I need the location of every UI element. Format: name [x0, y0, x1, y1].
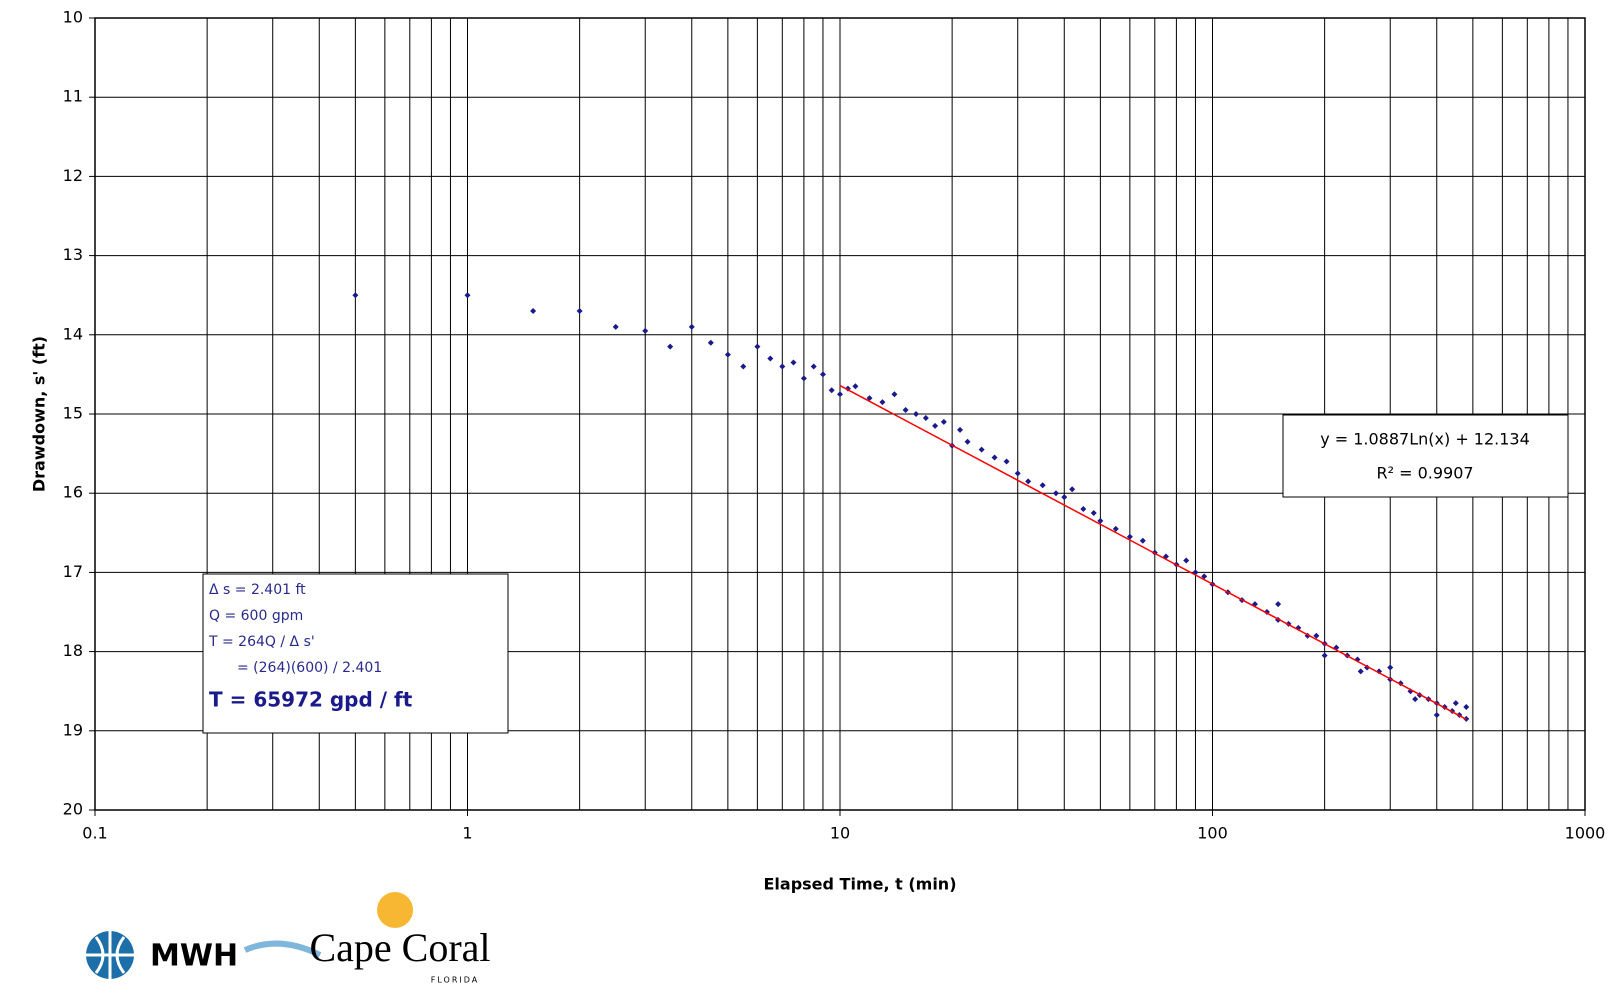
data-point: [1357, 668, 1364, 675]
y-tick-label: 12: [63, 166, 83, 185]
cape-coral-logo: Cape Coral FLORIDA: [309, 892, 491, 985]
data-point: [1112, 525, 1119, 532]
data-point: [913, 411, 920, 417]
equation-text: R² = 0.9907: [1376, 464, 1473, 483]
x-tick-label: 10: [830, 824, 850, 843]
data-point: [1052, 490, 1059, 497]
y-tick-label: 13: [63, 245, 83, 264]
data-point: [819, 371, 826, 378]
calc-text: Δ s = 2.401 ft: [209, 582, 306, 598]
data-point: [1069, 486, 1076, 493]
data-point: [724, 351, 731, 358]
x-tick-label: 1: [462, 824, 472, 843]
data-point: [957, 426, 964, 433]
data-point: [576, 308, 583, 315]
data-point: [740, 363, 747, 370]
y-tick-label: 18: [63, 641, 83, 660]
trendline: [839, 384, 1467, 720]
data-point: [352, 292, 359, 299]
data-point: [464, 292, 471, 299]
data-point: [828, 387, 835, 394]
data-point: [1139, 537, 1146, 544]
data-point: [1412, 696, 1419, 703]
logo-subtext: FLORIDA: [431, 976, 479, 985]
data-point: [642, 327, 649, 334]
data-point: [754, 343, 761, 350]
calc-text: Q = 600 gpm: [209, 608, 303, 624]
data-point: [891, 391, 898, 398]
data-point: [1025, 478, 1032, 485]
data-point: [810, 363, 817, 370]
data-point: [530, 308, 537, 315]
y-axis-label: Drawdown, s' (ft): [30, 336, 49, 492]
y-tick-label: 16: [63, 483, 83, 502]
y-tick-label: 14: [63, 324, 83, 343]
data-point: [1452, 700, 1459, 707]
data-point: [1080, 506, 1087, 513]
data-point: [1321, 652, 1328, 659]
data-point: [1014, 470, 1021, 477]
data-point: [1463, 704, 1470, 711]
logo-text: Cape Coral: [309, 925, 490, 970]
data-point: [1433, 711, 1440, 718]
data-point: [1126, 533, 1133, 540]
data-point: [1387, 664, 1394, 671]
x-tick-label: 0.1: [82, 824, 107, 843]
data-point: [1039, 482, 1046, 489]
data-point: [667, 343, 674, 350]
data-point: [1313, 632, 1320, 639]
logo-text: MWH: [150, 939, 238, 974]
data-point: [688, 323, 695, 330]
data-point: [932, 422, 939, 429]
data-point: [1275, 601, 1282, 608]
data-point: [991, 454, 998, 461]
logo-globe-lines: [86, 931, 134, 979]
y-tick-label: 11: [63, 87, 83, 106]
data-point: [964, 438, 971, 445]
y-tick-label: 15: [63, 404, 83, 423]
x-tick-label: 1000: [1565, 824, 1606, 843]
data-point: [790, 359, 797, 366]
y-tick-label: 20: [63, 800, 83, 819]
data-point: [1003, 458, 1010, 465]
data-point: [852, 383, 859, 390]
y-tick-label: 10: [63, 8, 83, 27]
logo-swoosh: [243, 940, 322, 958]
data-point: [902, 407, 909, 414]
equation-box: [1282, 414, 1569, 498]
data-point: [1061, 494, 1068, 501]
x-tick-label: 100: [1197, 824, 1228, 843]
mwh-logo: MWH: [86, 931, 322, 979]
logo-sun: [377, 892, 413, 928]
x-axis-label: Elapsed Time, t (min): [763, 875, 956, 894]
data-point: [612, 323, 619, 330]
data-point: [879, 399, 886, 406]
calc-box: [202, 573, 509, 734]
y-tick-label: 19: [63, 720, 83, 739]
data-point: [1090, 510, 1097, 516]
data-point: [922, 414, 929, 421]
equation-text: y = 1.0887Ln(x) + 12.134: [1320, 430, 1530, 449]
data-point: [767, 355, 774, 362]
data-point: [1097, 517, 1104, 524]
data-point: [978, 446, 985, 453]
data-point: [837, 391, 843, 398]
data-point: [800, 375, 807, 382]
data-point: [1183, 557, 1190, 564]
calc-text: T = 65972 gpd / ft: [209, 688, 413, 712]
y-tick-label: 17: [63, 562, 83, 581]
data-point: [707, 339, 714, 346]
calc-text: = (264)(600) / 2.401: [237, 660, 382, 676]
calc-text: T = 264Q / Δ s': [208, 634, 315, 650]
data-point: [940, 418, 947, 425]
data-point: [779, 363, 786, 370]
data-point: [1201, 573, 1208, 580]
